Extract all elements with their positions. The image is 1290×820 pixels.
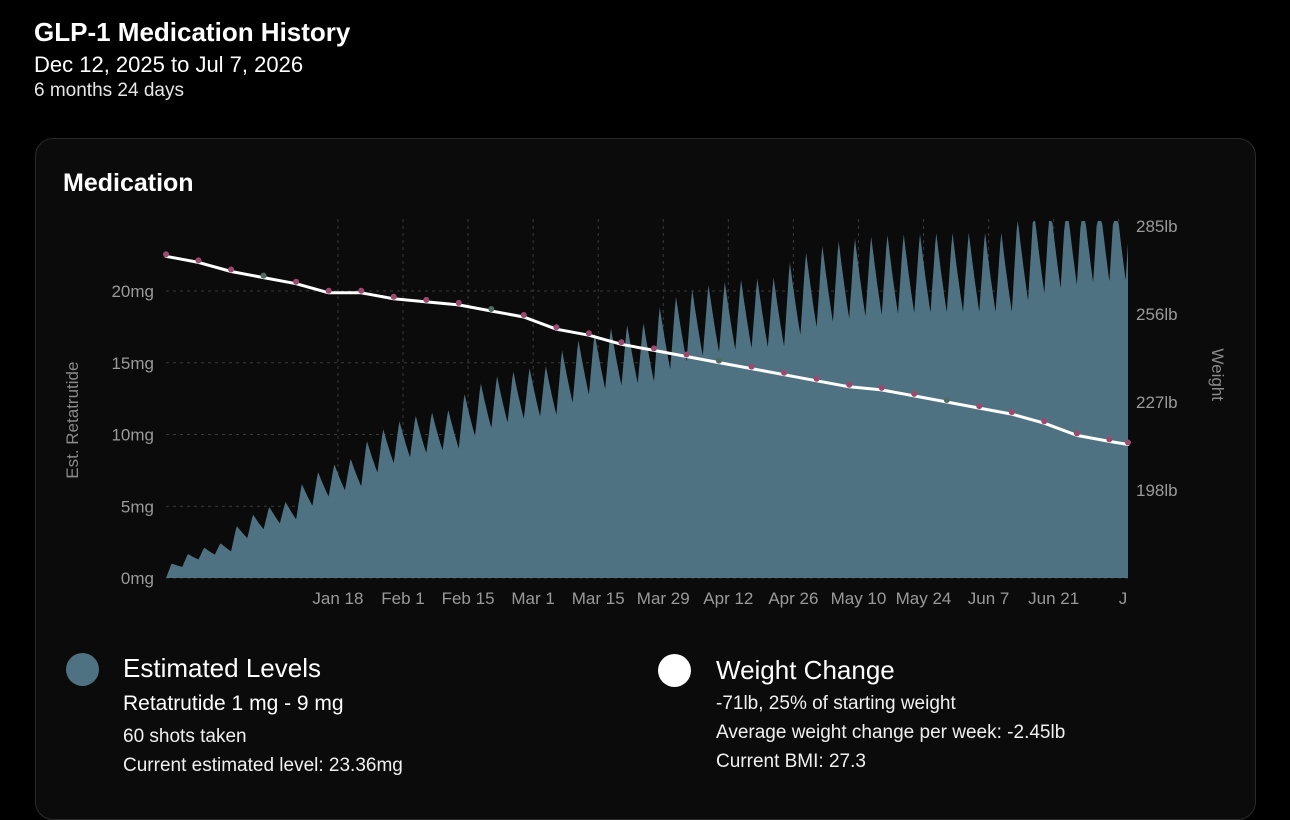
weight-point bbox=[976, 403, 983, 410]
x-tick-label: May 24 bbox=[896, 589, 952, 608]
x-tick-label: May 10 bbox=[831, 589, 887, 608]
x-tick-label: Apr 26 bbox=[768, 589, 818, 608]
levels-legend-dot bbox=[66, 653, 99, 686]
duration: 6 months 24 days bbox=[34, 80, 184, 101]
x-tick-label: Apr 12 bbox=[703, 589, 753, 608]
x-tick-label: Mar 1 bbox=[511, 589, 554, 608]
weight-point bbox=[488, 306, 495, 312]
weight-point bbox=[1073, 430, 1080, 437]
estimated-levels-area bbox=[166, 221, 1128, 578]
levels-legend-title: Estimated Levels bbox=[123, 653, 321, 683]
weight-point bbox=[325, 287, 332, 294]
x-tick-label: J bbox=[1119, 589, 1128, 608]
y-left-tick-label: 15mg bbox=[111, 354, 154, 373]
y-left-tick-label: 0mg bbox=[121, 569, 154, 588]
weight-point bbox=[781, 369, 788, 376]
y-right-tick-label: 256lb bbox=[1136, 305, 1178, 324]
weight-point bbox=[846, 381, 853, 388]
weight-point bbox=[195, 257, 202, 264]
weight-legend-title: Weight Change bbox=[716, 655, 895, 685]
weight-avg: Average weight change per week: -2.45lb bbox=[716, 722, 1066, 743]
weight-point bbox=[228, 266, 235, 273]
weight-point bbox=[943, 397, 950, 403]
medication-card: Medication 0mg 5mg 10mg 15mg 20mg 198lb 227lb 2… bbox=[35, 138, 1256, 820]
page-title: GLP-1 Medication History bbox=[34, 17, 351, 47]
y-left-tick-label: 5mg bbox=[121, 497, 154, 516]
weight-point bbox=[683, 351, 690, 358]
x-tick-label: Feb 15 bbox=[442, 589, 495, 608]
weight-point bbox=[618, 339, 625, 346]
weight-point bbox=[520, 312, 527, 318]
levels-shots: 60 shots taken bbox=[123, 726, 247, 747]
weight-point bbox=[651, 345, 657, 352]
weight-point bbox=[911, 390, 918, 397]
levels-medication: Retatrutide 1 mg - 9 mg bbox=[123, 692, 344, 715]
x-tick-label: Jan 18 bbox=[312, 589, 363, 608]
medication-chart: 0mg 5mg 10mg 15mg 20mg 198lb 227lb 256lb 285lb Ja… bbox=[63, 217, 1227, 608]
weight-point bbox=[390, 293, 397, 300]
weight-point bbox=[1125, 439, 1131, 446]
x-tick-label: Jun 21 bbox=[1028, 589, 1079, 608]
levels-current: Current estimated level: 23.36mg bbox=[123, 755, 403, 776]
x-tick-label: Jun 7 bbox=[968, 589, 1010, 608]
y-left-axis-label: Est. Retatrutide bbox=[63, 362, 82, 479]
x-tick-label: Mar 29 bbox=[637, 589, 690, 608]
y-left-tick-label: 20mg bbox=[111, 282, 154, 301]
weight-point bbox=[553, 324, 560, 331]
card-title: Medication bbox=[63, 169, 194, 197]
y-right-tick-label: 227lb bbox=[1136, 393, 1178, 412]
weight-point bbox=[878, 384, 885, 391]
weight-point bbox=[585, 330, 592, 337]
weight-legend-dot bbox=[658, 654, 691, 687]
x-tick-label: Feb 1 bbox=[381, 589, 424, 608]
weight-point bbox=[748, 363, 755, 370]
weight-point bbox=[813, 375, 820, 382]
weight-point bbox=[423, 296, 430, 303]
weight-point bbox=[260, 272, 267, 279]
weight-point bbox=[716, 357, 722, 364]
y-left-tick-label: 10mg bbox=[111, 426, 154, 445]
weight-point bbox=[293, 278, 300, 285]
y-right-tick-label: 198lb bbox=[1136, 481, 1178, 500]
weight-point bbox=[163, 251, 169, 258]
weight-point bbox=[1041, 418, 1048, 425]
y-right-axis-label: Weight bbox=[1208, 348, 1227, 401]
header: GLP-1 Medication History Dec 12, 2025 to… bbox=[34, 16, 350, 102]
weight-point bbox=[1008, 409, 1015, 416]
date-range: Dec 12, 2025 to Jul 7, 2026 bbox=[34, 52, 304, 77]
weight-bmi: Current BMI: 27.3 bbox=[716, 751, 866, 772]
x-tick-label: Mar 15 bbox=[572, 589, 625, 608]
weight-point bbox=[358, 287, 365, 294]
weight-point bbox=[1106, 436, 1113, 443]
weight-point bbox=[455, 299, 462, 306]
weight-change: -71lb, 25% of starting weight bbox=[716, 693, 956, 714]
y-right-tick-label: 285lb bbox=[1136, 217, 1178, 236]
